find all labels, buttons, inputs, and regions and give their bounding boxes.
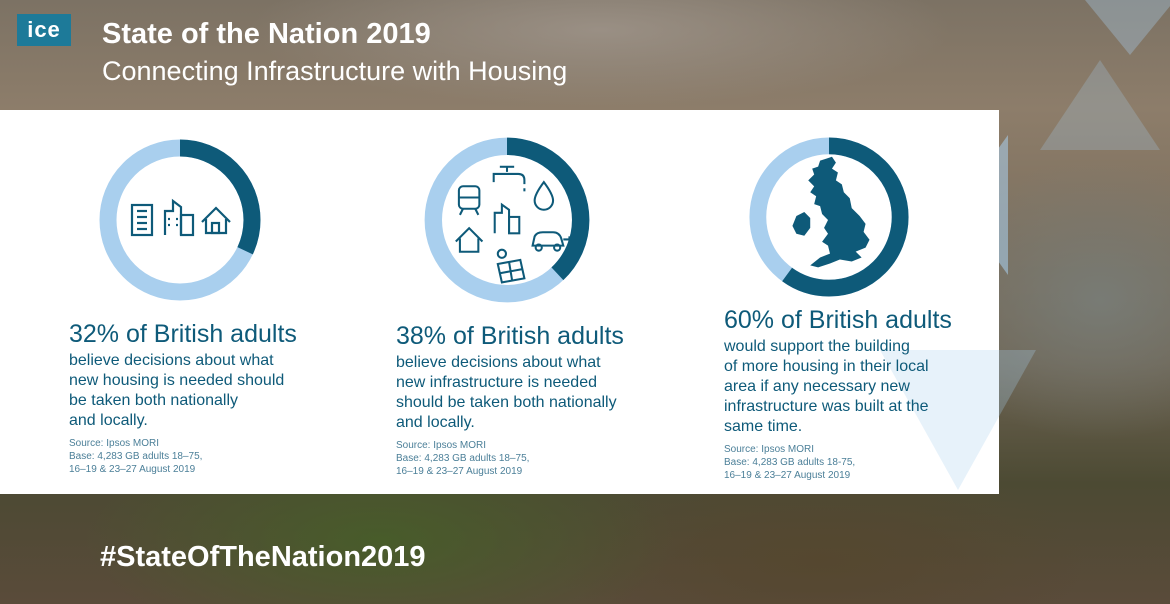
donut-percent-slice bbox=[99, 139, 261, 301]
description-line: of more housing in their local bbox=[724, 358, 929, 375]
description-line: and locally. bbox=[396, 414, 475, 431]
description-line: same time. bbox=[724, 418, 803, 435]
source-line: Base: 4,283 GB adults 18–75, bbox=[396, 453, 530, 464]
page-title: State of the Nation 2019 bbox=[102, 18, 431, 50]
decorative-triangle bbox=[1085, 0, 1170, 55]
house-icon bbox=[455, 226, 484, 253]
description-line: area if any necessary new bbox=[724, 378, 910, 395]
description-line: and locally. bbox=[69, 412, 148, 429]
stat-description: would support the building of more housi… bbox=[724, 337, 974, 437]
source-line: Source: Ipsos MORI bbox=[724, 444, 815, 455]
stat-percent-label: 60% of British adults bbox=[724, 306, 952, 334]
description-line: new housing is needed should bbox=[69, 372, 285, 389]
stat-source: Source: Ipsos MORI Base: 4,283 GB adults… bbox=[724, 443, 974, 482]
train-icon bbox=[457, 185, 481, 216]
city-buildings-icon bbox=[163, 198, 195, 237]
house-icon bbox=[201, 206, 231, 235]
donut-percent-slice bbox=[749, 137, 909, 297]
description-line: be taken both nationally bbox=[69, 392, 239, 409]
source-line: Base: 4,283 GB adults 18-75, bbox=[724, 457, 856, 468]
source-line: Source: Ipsos MORI bbox=[69, 438, 160, 449]
donut-chart-housing bbox=[99, 139, 261, 301]
stat-block-infrastructure: 38% of British adults believe decisions … bbox=[396, 322, 656, 478]
page-subtitle: Connecting Infrastructure with Housing bbox=[102, 56, 568, 86]
decorative-triangle bbox=[880, 350, 1036, 490]
electric-car-icon bbox=[531, 231, 571, 252]
stat-block-housing: 32% of British adults believe decisions … bbox=[69, 320, 319, 476]
solar-panel-icon bbox=[496, 248, 526, 284]
ice-logo[interactable]: ice bbox=[17, 14, 71, 46]
buildings-icon bbox=[493, 202, 521, 235]
icons-infrastructure bbox=[455, 165, 571, 284]
source-line: 16–19 & 23–27 August 2019 bbox=[724, 470, 851, 481]
source-line: 16–19 & 23–27 August 2019 bbox=[396, 466, 523, 477]
description-line: new infrastructure is needed bbox=[396, 374, 597, 391]
decorative-triangle bbox=[1040, 60, 1160, 150]
office-building-icon bbox=[130, 203, 154, 237]
source-line: Source: Ipsos MORI bbox=[396, 440, 487, 451]
stat-block-support: 60% of British adults would support the … bbox=[724, 306, 974, 482]
stat-description: believe decisions about what new infrast… bbox=[396, 353, 656, 433]
stat-description: believe decisions about what new housing… bbox=[69, 351, 319, 431]
source-line: 16–19 & 23–27 August 2019 bbox=[69, 464, 196, 475]
description-line: believe decisions about what bbox=[69, 352, 274, 369]
source-line: Base: 4,283 GB adults 18–75, bbox=[69, 451, 203, 462]
donut-chart-infrastructure bbox=[424, 137, 590, 303]
description-line: believe decisions about what bbox=[396, 354, 601, 371]
donut-percent-slice bbox=[424, 137, 590, 303]
uk-map-icon bbox=[792, 156, 870, 268]
donut-chart-support bbox=[749, 137, 909, 297]
hashtag[interactable]: #StateOfTheNation2019 bbox=[100, 541, 426, 573]
description-line: should be taken both nationally bbox=[396, 394, 617, 411]
water-drop-icon bbox=[533, 180, 555, 211]
description-line: infrastructure was built at the bbox=[724, 398, 929, 415]
stat-source: Source: Ipsos MORI Base: 4,283 GB adults… bbox=[396, 439, 656, 478]
icons-housing bbox=[130, 198, 231, 237]
water-tap-icon bbox=[492, 165, 526, 192]
stat-percent-label: 32% of British adults bbox=[69, 320, 297, 348]
description-line: would support the building bbox=[724, 338, 910, 355]
stat-source: Source: Ipsos MORI Base: 4,283 GB adults… bbox=[69, 437, 319, 476]
stat-percent-label: 38% of British adults bbox=[396, 322, 624, 350]
